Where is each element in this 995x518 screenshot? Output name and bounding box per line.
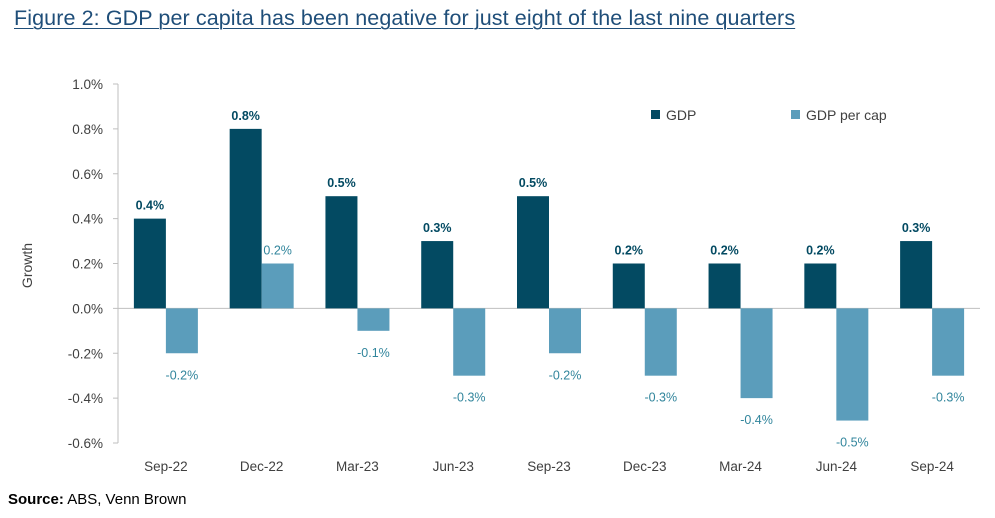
x-tick-label: Jun-24 — [816, 459, 858, 474]
source-label: Source: — [8, 491, 64, 508]
gdp-per-cap-data-label: -0.3% — [453, 391, 486, 405]
gdp-data-label: 0.8% — [231, 109, 260, 123]
gdp-per-cap-bar-sep-22 — [165, 308, 198, 354]
legend-gdp-per-cap-label: GDP per cap — [806, 107, 887, 123]
gdp-per-cap-data-label: -0.2% — [549, 368, 582, 382]
source-note: Source: ABS, Venn Brown — [8, 491, 186, 508]
gdp-per-cap-bar-jun-24 — [836, 308, 869, 421]
gdp-per-cap-bar-jun-23 — [453, 308, 486, 376]
x-tick-label: Mar-23 — [336, 459, 379, 474]
gdp-bar-dec-23 — [612, 263, 645, 309]
gdp-per-cap-bar-mar-24 — [740, 308, 773, 399]
x-tick-label: Sep-23 — [527, 459, 571, 474]
y-tick-label: -0.4% — [68, 391, 103, 406]
gdp-per-cap-data-label: -0.1% — [357, 346, 390, 360]
gdp-bar-mar-24 — [708, 263, 741, 309]
gdp-data-label: 0.2% — [710, 244, 739, 258]
gdp-data-label: 0.2% — [615, 244, 644, 258]
gdp-bar-sep-22 — [133, 218, 166, 309]
bar-chart: 1.0% 0.8% 0.6% 0.4% 0.2% 0.0% -0.2% -0.4% -0.6% G… — [19, 77, 980, 474]
gdp-data-label: 0.3% — [902, 221, 931, 235]
y-tick-label: 0.2% — [72, 257, 103, 272]
gdp-per-cap-bar-dec-22 — [261, 263, 294, 309]
gdp-data-label: 0.5% — [327, 176, 356, 190]
gdp-per-cap-data-label: -0.5% — [836, 436, 869, 450]
y-tick-label: -0.6% — [68, 436, 103, 451]
gdp-per-cap-data-label: -0.2% — [166, 368, 199, 382]
x-tick-label: Jun-23 — [433, 459, 474, 474]
gdp-data-label: 0.3% — [423, 221, 452, 235]
legend-gdp-label: GDP — [666, 107, 696, 123]
y-axis-title: Growth — [19, 243, 35, 288]
data-labels: 0.4% 0.8% 0.5% 0.3% 0.5% 0.2% 0.2% 0.2% 0.3% -0.2… — [136, 109, 965, 450]
gdp-bar-jun-24 — [804, 263, 837, 309]
source-text: ABS, Venn Brown — [67, 491, 187, 508]
gdp-per-cap-bar-sep-23 — [549, 308, 581, 354]
gdp-data-label: 0.5% — [519, 176, 548, 190]
gdp-per-cap-data-label: -0.3% — [644, 391, 677, 405]
gdp-per-cap-data-label: -0.4% — [740, 413, 773, 427]
gdp-per-cap-bar-sep-24 — [932, 308, 965, 376]
y-tick-label: 0.8% — [72, 122, 103, 137]
gdp-per-cap-data-label: 0.2% — [263, 244, 292, 258]
y-tick-label: 0.0% — [72, 301, 103, 316]
legend-gdp-swatch — [651, 110, 660, 119]
gdp-per-cap-data-label: -0.3% — [932, 391, 965, 405]
gdp-bar-dec-22 — [229, 128, 262, 309]
gdp-bar-sep-24 — [900, 241, 933, 309]
gdp-bar-mar-23 — [325, 196, 358, 309]
y-tick-label: 1.0% — [72, 77, 103, 92]
legend-gdp-per-cap-swatch — [791, 110, 800, 119]
axes: 1.0% 0.8% 0.6% 0.4% 0.2% 0.0% -0.2% -0.4% -0.6% G… — [19, 77, 980, 474]
x-tick-label: Sep-22 — [144, 459, 188, 474]
y-tick-label: 0.6% — [72, 167, 103, 182]
gdp-data-label: 0.2% — [806, 244, 835, 258]
y-tick-label: -0.2% — [68, 346, 103, 361]
gdp-bar-jun-23 — [421, 241, 454, 309]
y-tick-label: 0.4% — [72, 212, 103, 227]
gdp-bar-sep-23 — [517, 196, 549, 309]
chart-title: Figure 2: GDP per capita has been negati… — [14, 6, 796, 30]
x-tick-label: Sep-24 — [910, 459, 954, 474]
x-tick-label: Dec-23 — [623, 459, 667, 474]
x-tick-label: Dec-22 — [240, 459, 284, 474]
gdp-data-label: 0.4% — [136, 199, 165, 213]
gdp-per-cap-bar-dec-23 — [644, 308, 677, 376]
legend: GDP GDP per cap — [651, 107, 887, 123]
x-tick-label: Mar-24 — [719, 459, 762, 474]
gdp-per-cap-bar-mar-23 — [357, 308, 390, 331]
bars — [133, 128, 965, 421]
